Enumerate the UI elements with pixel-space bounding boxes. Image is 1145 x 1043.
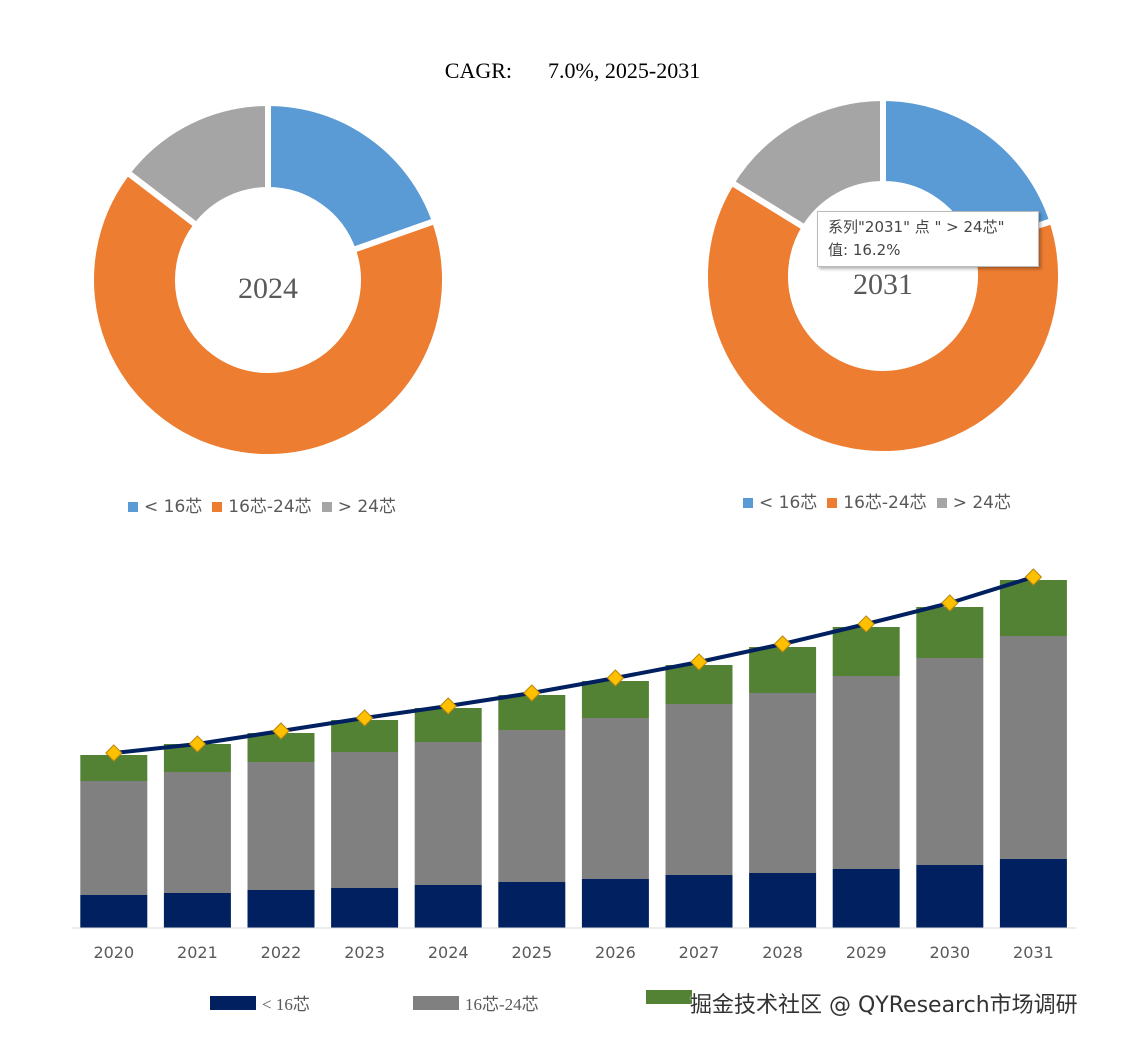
cagr-label: CAGR: [444,58,513,83]
x-tick-label: 2026 [595,943,636,962]
bar-segment [916,865,984,928]
x-tick-label: 2029 [846,943,887,962]
line-marker [941,594,959,612]
donut-center-label: 2031 [853,268,913,301]
bar-segment [999,859,1067,928]
bar-segment [749,873,817,928]
x-tick-label: 2024 [428,943,469,962]
bar-segment [80,781,148,895]
donut-center-label: 2024 [238,272,298,305]
bar-segment [665,665,733,704]
bar-segment [163,893,231,928]
donut-slice [265,99,439,254]
donut-slice [880,94,1057,252]
line-marker [773,635,792,653]
bar-segment [80,895,148,928]
pie-legend-2031: < 16芯 16芯-24芯 > 24芯 [743,488,1011,513]
line-marker [439,697,457,715]
bar-segment [163,772,231,893]
tooltip-series: 系列"2031" 点 " > 24芯" [828,218,1005,236]
x-tick-label: 2028 [762,943,803,962]
donut-slice [88,168,448,460]
bar-segment [749,693,817,873]
legend-item: 16芯-24芯 [827,488,927,513]
bar-segment [916,607,984,658]
x-tick-label: 2025 [511,943,552,962]
legend-item: > 24芯 [321,492,396,517]
bar-segment [498,730,566,882]
bar-legend-lt16: < 16芯 [210,990,310,1015]
x-tick-label: 2030 [929,943,970,962]
x-tick-label: 2023 [344,943,385,962]
line-marker [1024,568,1043,586]
bar-segment [331,888,399,928]
legend-item: > 24芯 [936,488,1011,513]
line-marker [105,744,123,762]
bar-segment [581,879,649,928]
line-marker [272,722,290,740]
total-line [113,575,1034,755]
tooltip: 系列"2031" 点 " > 24芯" 值: 16.2% [817,211,1039,267]
bar-legend-gt24 [646,990,698,1004]
x-tick-label: 2021 [177,943,218,962]
bar-segment [581,718,649,879]
x-tick-label: 2022 [261,943,302,962]
x-tick-label: 2027 [679,943,720,962]
bar-segment [414,742,482,885]
bar-segment [247,890,315,928]
legend-item: 16芯-24芯 [212,492,312,517]
bar-segment [331,752,399,888]
bar-segment [581,681,649,718]
line-marker [857,615,875,633]
line-marker [690,653,708,671]
legend-item: < 16芯 [128,492,202,517]
donut-slice [123,99,271,230]
bar-segment [665,704,733,875]
bar-legend-mid: 16芯-24芯 [413,990,539,1015]
bar-segment [999,636,1067,859]
tooltip-value: 值: 16.2% [828,241,901,259]
bar-segment [414,885,482,928]
bar-segment [999,580,1067,636]
cagr-value: 7.0%, 2025-2031 [548,58,701,83]
donut-slice [727,94,886,232]
line-marker [188,735,207,753]
bar-segment [247,762,315,890]
x-tick-label: 2020 [93,943,134,962]
bar-segment [498,882,566,928]
bar-segment [832,627,900,676]
bar-segment [665,875,733,928]
x-tick-label: 2031 [1013,943,1054,962]
line-marker [523,684,541,702]
pie-legend-2024: < 16芯 16芯-24芯 > 24芯 [128,492,396,517]
line-marker [355,709,374,727]
cagr-title: CAGR: 7.0%, 2025-2031 [0,58,1145,84]
bar-segment [916,658,984,865]
bar-segment [832,676,900,869]
watermark: 掘金技术社区 @ QYResearch市场调研 [690,993,1078,1018]
bar-segment [832,869,900,928]
line-marker [606,669,625,687]
bar-segment [749,647,817,693]
legend-item: < 16芯 [743,488,817,513]
